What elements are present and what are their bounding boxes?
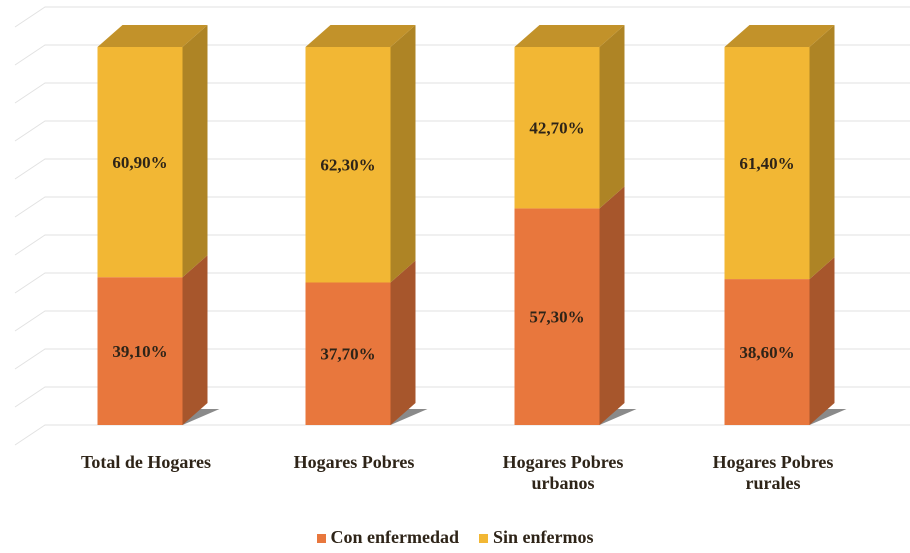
bar (97, 277, 183, 425)
value-label: 62,30% (320, 156, 375, 175)
legend: Con enfermedad Sin enfermos (0, 527, 910, 548)
x-tick-label: Total de Hogares (80, 452, 211, 472)
x-tick-label: Hogares Pobres urbanos (502, 452, 624, 493)
bar (514, 208, 600, 425)
legend-label: Con enfermedad (330, 527, 460, 547)
legend-swatch (316, 534, 326, 544)
bar-side (390, 25, 416, 283)
legend-item: Sin enfermos (479, 527, 594, 548)
bar (305, 282, 391, 425)
legend-swatch (479, 534, 488, 544)
legend-item: Con enfermedad (316, 527, 460, 548)
bar-top (305, 25, 416, 47)
grid-line (14, 424, 910, 446)
value-label: 61,40% (739, 154, 794, 173)
bar-side (809, 257, 835, 425)
bar-side (182, 255, 208, 425)
bar-side (599, 25, 625, 209)
bar-top (514, 25, 625, 47)
bar (305, 47, 391, 283)
value-label: 38,60% (739, 343, 794, 362)
bar-side (390, 260, 416, 425)
bar (97, 47, 183, 278)
bar-side (182, 25, 208, 278)
bar-side (809, 25, 835, 280)
bar (724, 279, 810, 425)
bar (724, 47, 810, 280)
value-label: 39,10% (112, 342, 167, 361)
value-label: 42,70% (529, 119, 584, 138)
bar (514, 47, 600, 209)
grid-line (14, 6, 910, 28)
value-label: 57,30% (529, 308, 584, 327)
bar-top (97, 25, 208, 47)
legend-label: Sin enfermos (493, 527, 594, 547)
value-label: 60,90% (112, 153, 167, 172)
x-tick-label: Hogares Pobres (293, 452, 415, 472)
value-label: 37,70% (320, 345, 375, 364)
x-tick-label: Hogares Pobres rurales (712, 452, 834, 493)
bar-top (724, 25, 835, 47)
bar-side (599, 186, 625, 425)
